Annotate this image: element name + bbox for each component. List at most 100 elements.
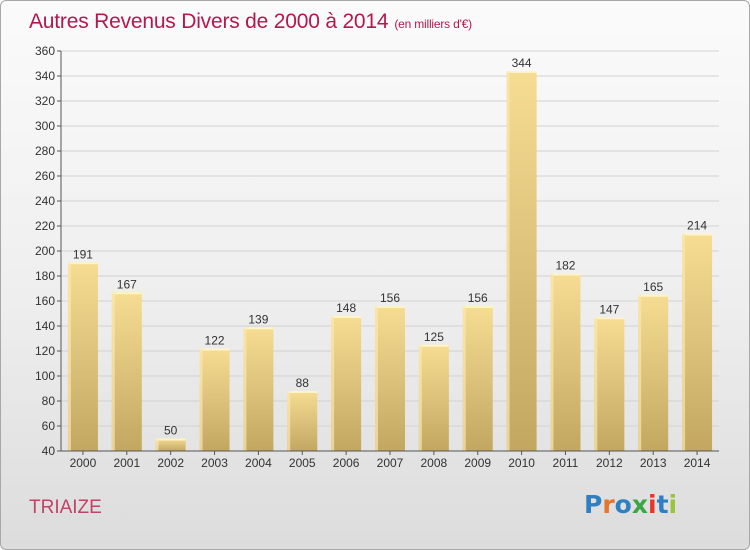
y-tick-label: 220 xyxy=(35,219,55,233)
y-tick-label: 180 xyxy=(35,269,55,283)
data-label: 122 xyxy=(205,334,225,348)
bar-edge-highlight xyxy=(331,316,335,451)
bars xyxy=(67,71,713,451)
bar xyxy=(682,233,713,451)
bar xyxy=(375,306,405,451)
x-tick-label: 2008 xyxy=(421,456,448,470)
y-tick-label: 280 xyxy=(35,144,55,158)
data-label: 148 xyxy=(336,301,356,315)
commune-name: TRIAIZE xyxy=(29,497,102,518)
bar xyxy=(67,262,98,451)
bar-edge-highlight xyxy=(375,306,378,451)
logo-letter: i xyxy=(648,490,657,519)
data-label: 156 xyxy=(380,291,400,305)
bar-edge-highlight xyxy=(594,317,598,451)
x-tick-label: 2010 xyxy=(508,456,535,470)
logo-letter: r xyxy=(602,490,615,519)
bar-top-highlight xyxy=(199,348,230,351)
bar xyxy=(199,348,230,451)
y-axis: 40 60 80 100 120 140 160 180 200 220 240 260 280 300 3… xyxy=(35,44,62,458)
data-label: 147 xyxy=(599,302,619,316)
bar-top-highlight xyxy=(375,306,405,308)
y-tick-label: 40 xyxy=(42,444,56,458)
logo-letter: x xyxy=(631,490,648,519)
chart-title: Autres Revenus Divers de 2000 à 2014 (en … xyxy=(29,10,472,34)
y-tick-label: 120 xyxy=(35,344,55,358)
data-label: 88 xyxy=(296,376,310,390)
bar-edge-highlight xyxy=(155,438,159,451)
bar-top-highlight xyxy=(550,273,581,276)
bar xyxy=(418,344,449,451)
bar xyxy=(287,391,318,451)
bar-top-highlight xyxy=(243,327,274,330)
bar-edge-highlight xyxy=(67,262,71,451)
y-tick-label: 160 xyxy=(35,294,55,308)
data-label: 165 xyxy=(643,280,663,294)
data-label: 182 xyxy=(555,259,575,273)
data-label: 139 xyxy=(248,312,268,326)
x-tick-label: 2013 xyxy=(640,456,667,470)
x-tick-label: 2001 xyxy=(113,456,140,470)
bar-edge-highlight xyxy=(462,306,466,451)
x-tick-label: 2002 xyxy=(157,456,184,470)
y-tick-label: 320 xyxy=(35,94,55,108)
bar xyxy=(550,273,581,451)
bar xyxy=(243,327,274,451)
bar-top-highlight xyxy=(67,262,98,265)
data-label: 167 xyxy=(117,277,137,291)
bar-edge-highlight xyxy=(287,391,291,451)
bar-top-highlight xyxy=(594,317,625,320)
bar-edge-highlight xyxy=(199,348,203,451)
y-tick-label: 260 xyxy=(35,169,55,183)
x-tick-label: 2009 xyxy=(464,456,491,470)
bar-top-highlight xyxy=(111,292,142,295)
bar xyxy=(594,317,625,451)
data-labels: 191 167 50 122 139 88 148 156 125 156 344 182 147 165… xyxy=(73,56,707,438)
bar-top-highlight xyxy=(462,306,493,308)
x-tick-label: 2003 xyxy=(201,456,228,470)
y-tick-label: 360 xyxy=(35,44,55,58)
y-tick-label: 60 xyxy=(42,419,56,433)
logo-letter: P xyxy=(584,490,603,519)
bar-edge-highlight xyxy=(506,71,510,451)
bar-top-highlight xyxy=(155,438,186,441)
bar-top-highlight xyxy=(682,233,713,236)
x-tick-label: 2006 xyxy=(333,456,360,470)
bar-edge-highlight xyxy=(243,327,247,451)
bar-edge-highlight xyxy=(550,273,554,451)
data-label: 344 xyxy=(512,56,532,70)
bar-edge-highlight xyxy=(418,344,422,451)
x-tick-label: 2007 xyxy=(377,456,404,470)
logo-letter: i xyxy=(668,490,678,519)
bar xyxy=(506,71,537,451)
y-tick-label: 80 xyxy=(42,394,56,408)
title-unit: (en milliers d'€) xyxy=(394,17,472,31)
x-tick-label: 2011 xyxy=(553,456,579,470)
logo-letter: t xyxy=(656,490,669,519)
bar-top-highlight xyxy=(331,316,362,318)
bar xyxy=(331,316,362,451)
bar xyxy=(638,294,669,451)
data-label: 156 xyxy=(468,291,488,305)
bar-edge-highlight xyxy=(111,292,115,451)
bar-top-highlight xyxy=(638,294,669,297)
y-tick-label: 100 xyxy=(35,369,55,383)
bar xyxy=(111,292,142,451)
data-label: 125 xyxy=(424,330,444,344)
y-tick-label: 140 xyxy=(35,319,55,333)
bar-edge-highlight xyxy=(638,294,642,451)
bar-top-highlight xyxy=(287,391,318,393)
y-tick-label: 200 xyxy=(35,244,55,258)
x-tick-label: 2012 xyxy=(596,456,623,470)
x-tick-label: 2000 xyxy=(70,456,97,470)
data-label: 191 xyxy=(73,247,93,261)
bar xyxy=(155,438,186,451)
proxiti-logo: Proxiti xyxy=(584,490,677,519)
y-tick-label: 340 xyxy=(35,69,55,83)
data-label: 214 xyxy=(687,219,707,233)
y-tick-label: 240 xyxy=(35,194,55,208)
bar-top-highlight xyxy=(506,71,537,73)
bar xyxy=(462,306,493,451)
